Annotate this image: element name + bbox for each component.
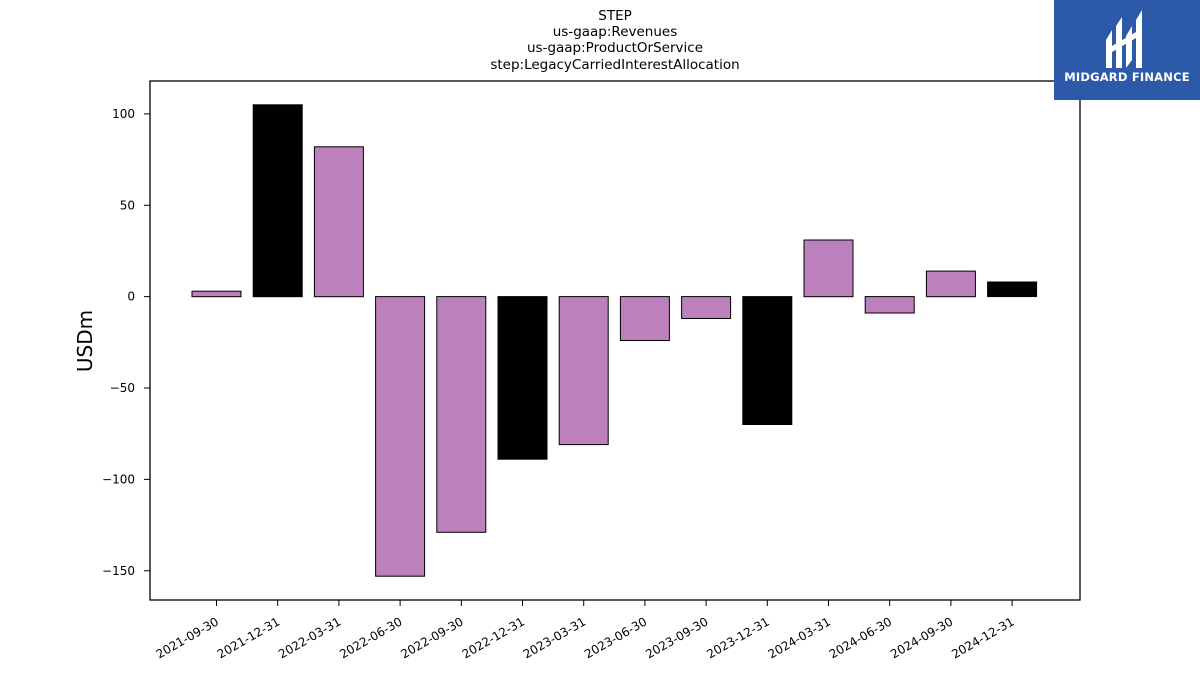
bar-2022-06-30 [375,296,426,577]
y-tick-label: 100 [112,107,135,121]
x-tick-label: 2023-03-31 [521,614,588,661]
chart-title-line-4: step:LegacyCarriedInterestAllocation [490,57,740,73]
bar-2021-09-30 [191,290,242,298]
x-tick-label: 2024-03-31 [766,614,833,661]
x-tick-label: 2021-09-30 [154,614,221,661]
bar-2023-06-30 [619,296,670,342]
bars-group [191,104,1038,577]
y-tick-label: −150 [102,564,135,578]
x-tick-label: 2024-12-31 [949,614,1016,661]
x-tick-label: 2023-09-30 [643,614,710,661]
bar-2021-12-31 [252,104,303,298]
x-tick-label: 2021-12-31 [215,614,282,661]
bar-2024-03-31 [803,239,854,298]
y-tick-label: 50 [120,198,135,212]
bar-2024-09-30 [925,270,976,298]
midgard-finance-logo: MIDGARD FINANCE [1054,0,1200,100]
logo-text: MIDGARD FINANCE [1064,70,1190,84]
bar-2023-03-31 [558,296,609,446]
bar-2022-03-31 [313,146,364,298]
y-tick-label: 0 [127,290,135,304]
bar-2023-12-31 [742,296,793,426]
x-axis: 2021-09-302021-12-312022-03-312022-06-30… [154,600,1017,661]
x-tick-label: 2023-12-31 [704,614,771,661]
chart-title-line-2: us-gaap:Revenues [552,24,678,40]
chart-title-line-1: STEP [598,8,632,24]
chart-title-line-3: us-gaap:ProductOrService [526,40,704,56]
bar-2022-12-31 [497,296,548,460]
bar-2022-09-30 [436,296,487,533]
x-tick-label: 2022-06-30 [337,614,404,661]
x-tick-label: 2022-03-31 [276,614,343,661]
x-tick-label: 2022-09-30 [398,614,465,661]
x-tick-label: 2024-09-30 [888,614,955,661]
x-tick-label: 2024-06-30 [827,614,894,661]
x-tick-label: 2023-06-30 [582,614,649,661]
x-tick-label: 2022-12-31 [460,614,527,661]
y-axis: 100 50 0 −50 −100 −150 [102,107,150,578]
bar-2024-06-30 [864,296,915,314]
midgard-logo-icon [1106,10,1142,68]
y-tick-label: −50 [110,381,135,395]
bar-2024-12-31 [987,281,1038,298]
y-tick-label: −100 [102,472,135,486]
plot-frame [149,80,1081,601]
y-axis-label: USDm [73,310,97,372]
bar-2023-09-30 [681,296,732,320]
